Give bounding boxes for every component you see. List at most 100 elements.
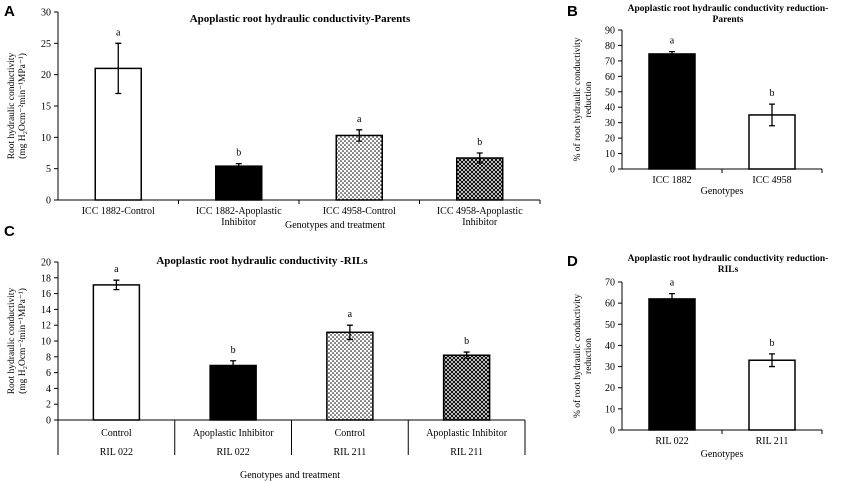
- x-tick-label-c: Control: [101, 428, 132, 439]
- panel-label-c: C: [4, 223, 15, 240]
- y-tick-label-b: 80: [605, 41, 615, 52]
- y-tick-label-a: 20: [41, 70, 51, 81]
- x-tick-label-a: ICC 1882-Control: [82, 206, 155, 217]
- x-axis-label-b: Genotypes: [701, 186, 744, 197]
- y-axis-label-b: reduction: [584, 81, 594, 117]
- error-bar-d: [669, 292, 675, 305]
- error-bar-a: [235, 163, 242, 170]
- error-bar-a: [476, 152, 483, 164]
- x-tick-label-c: Apoplastic Inhibitor: [426, 428, 507, 439]
- bar-d: [748, 359, 796, 431]
- x-axis-label-a: Genotypes and treatment: [285, 220, 385, 231]
- significance-letter-c: a: [114, 264, 119, 275]
- x-tick-label-a: ICC 4958-Apoplastic: [437, 206, 523, 217]
- y-axis-label-c: (mg H₂Ocm⁻²min⁻¹MPa⁻¹): [17, 288, 28, 394]
- x-tick-label-a: ICC 1882-Apoplastic: [196, 206, 282, 217]
- y-tick-label-b: 20: [605, 134, 615, 145]
- y-tick-label-c: 4: [46, 384, 51, 395]
- error-bar-b: [769, 103, 775, 127]
- y-axis-label-c: Root hydraulic conductivity: [7, 287, 17, 394]
- significance-letter-a: a: [357, 114, 362, 125]
- error-bar-a: [356, 129, 363, 142]
- significance-letter-d: a: [670, 278, 675, 289]
- bar-c: [442, 354, 491, 421]
- x-tick-label-b: ICC 1882: [652, 175, 691, 186]
- y-tick-label-c: 18: [41, 273, 51, 284]
- error-bar-c: [230, 360, 237, 371]
- significance-letter-a: b: [236, 148, 241, 159]
- bar-a: [215, 165, 263, 201]
- x-tick-label-a: ICC 4958-Control: [323, 206, 396, 217]
- bar-c: [326, 331, 374, 421]
- x-tick-label-a: Inhibitor: [462, 217, 498, 228]
- y-tick-label-a: 5: [46, 164, 51, 175]
- bar-b: [648, 53, 696, 170]
- y-tick-label-c: 20: [41, 258, 51, 269]
- x-tick-label-b: ICC 4958: [752, 175, 791, 186]
- error-bar-c: [463, 351, 470, 360]
- x-axis-label-d: Genotypes: [701, 449, 744, 460]
- significance-letter-a: a: [116, 27, 121, 38]
- significance-letter-b: b: [770, 88, 775, 99]
- error-bar-c: [346, 324, 353, 341]
- y-tick-label-b: 60: [605, 72, 615, 83]
- bar-a: [335, 134, 383, 201]
- y-tick-label-c: 14: [41, 305, 51, 316]
- y-axis-label-b: % of root hydraulic conductivity: [572, 37, 583, 161]
- panel-label-d: D: [567, 253, 578, 270]
- significance-letter-d: b: [770, 338, 775, 349]
- y-tick-label-d: 30: [605, 362, 615, 373]
- y-tick-label-a: 30: [41, 8, 51, 19]
- x-tick-label-c: Apoplastic Inhibitor: [193, 428, 274, 439]
- y-tick-label-d: 60: [605, 299, 615, 310]
- y-axis-label-d: % of root hydraulic conductivity: [572, 294, 583, 418]
- y-tick-label-c: 6: [46, 368, 51, 379]
- y-tick-label-b: 10: [605, 149, 615, 160]
- panel-label-a: A: [4, 3, 15, 20]
- y-tick-label-c: 16: [41, 289, 51, 300]
- x-tick-label-c: Control: [335, 428, 366, 439]
- significance-letter-b: a: [670, 36, 675, 47]
- y-tick-label-c: 0: [46, 416, 51, 427]
- y-tick-label-c: 12: [41, 321, 51, 332]
- x-tick-label-c: RIL 211: [450, 447, 483, 458]
- bar-c: [92, 284, 141, 421]
- x-tick-label-d: RIL 022: [655, 436, 688, 447]
- x-axis-label-c: Genotypes and treatment: [240, 470, 340, 481]
- y-tick-label-b: 0: [610, 165, 615, 176]
- chart-title-d: Apoplastic root hydraulic conductivity r…: [628, 254, 829, 264]
- significance-letter-a: b: [477, 137, 482, 148]
- chart-title-d: RILs: [718, 265, 739, 275]
- x-tick-label-d: RIL 211: [756, 436, 789, 447]
- error-bar-d: [769, 353, 775, 368]
- y-tick-label-b: 30: [605, 118, 615, 129]
- x-tick-label-c: RIL 211: [333, 447, 366, 458]
- y-tick-label-a: 15: [41, 102, 51, 113]
- y-tick-label-d: 40: [605, 341, 615, 352]
- bar-d: [648, 298, 696, 431]
- y-tick-label-a: 0: [46, 196, 51, 207]
- y-tick-label-a: 10: [41, 133, 51, 144]
- bar-c: [209, 364, 257, 421]
- chart-title-b: Parents: [713, 15, 744, 25]
- panel-label-b: B: [567, 3, 578, 20]
- chart-title-b: Apoplastic root hydraulic conductivity r…: [628, 4, 829, 14]
- y-axis-label-d: reduction: [584, 338, 594, 374]
- x-tick-label-a: Inhibitor: [221, 217, 257, 228]
- y-tick-label-b: 40: [605, 103, 615, 114]
- x-tick-label-c: RIL 022: [217, 447, 250, 458]
- y-tick-label-d: 20: [605, 383, 615, 394]
- y-tick-label-d: 0: [610, 426, 615, 437]
- y-tick-label-d: 10: [605, 404, 615, 415]
- chart-title-a: Apoplastic root hydraulic conductivity-P…: [190, 13, 411, 25]
- y-tick-label-b: 90: [605, 26, 615, 37]
- bar-a: [456, 157, 504, 201]
- significance-letter-c: a: [348, 309, 353, 320]
- y-axis-label-a: (mg H₂Ocm⁻²min⁻¹MPa⁻¹): [17, 53, 28, 159]
- y-tick-label-b: 50: [605, 87, 615, 98]
- significance-letter-c: b: [464, 336, 469, 347]
- x-tick-label-c: RIL 022: [100, 447, 133, 458]
- y-tick-label-c: 2: [46, 400, 51, 411]
- y-tick-label-c: 8: [46, 352, 51, 363]
- error-bar-b: [669, 50, 675, 57]
